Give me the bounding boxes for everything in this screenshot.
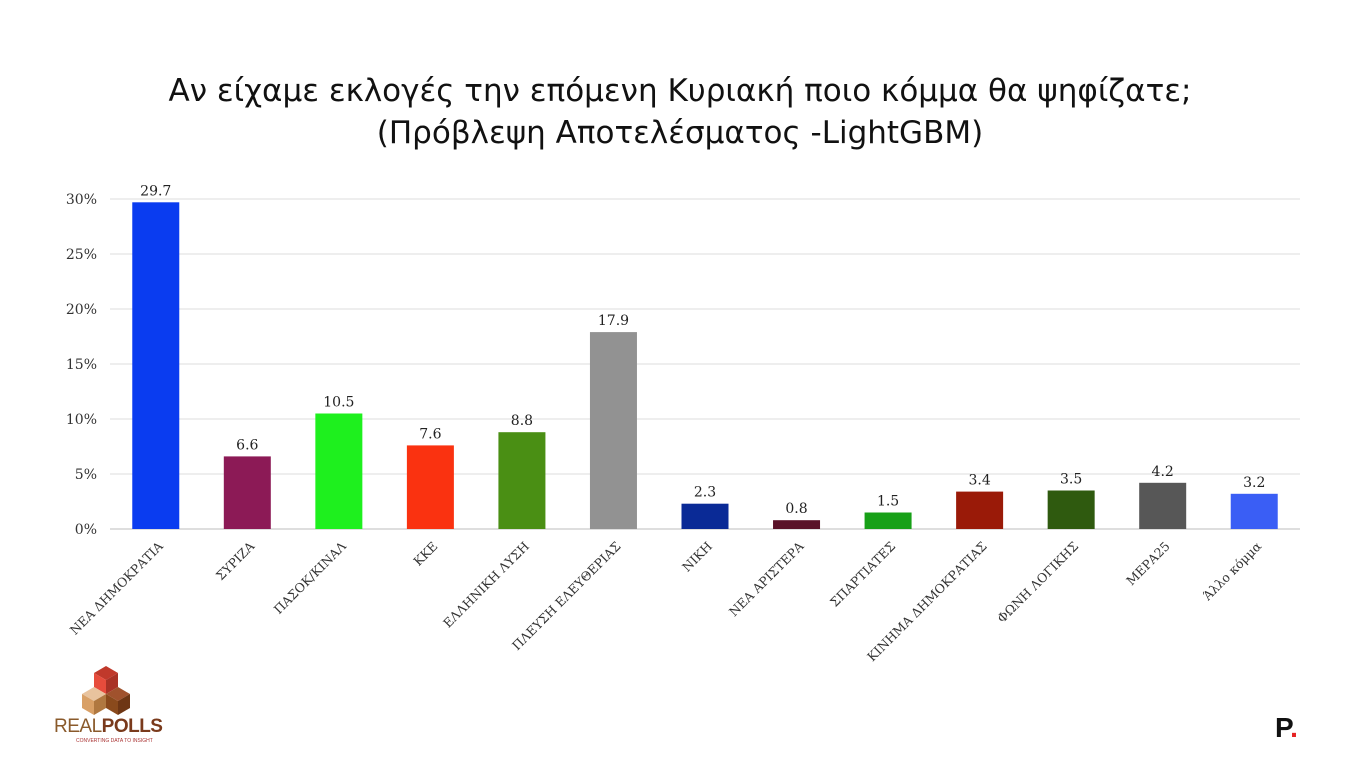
realpolls-logo: REALPOLLS CONVERTING DATA TO INSIGHT [54, 664, 174, 744]
x-tick-label: ΝΙΚΗ [679, 538, 715, 574]
data-label: 8.8 [511, 413, 533, 429]
data-label: 0.8 [785, 501, 807, 517]
data-label: 10.5 [323, 395, 354, 411]
publisher-p-logo: P. [1275, 712, 1298, 743]
bar [773, 520, 821, 529]
data-label: 29.7 [140, 183, 171, 199]
x-tick-label: ΝΕΑ ΑΡΙΣΤΕΡΑ [726, 538, 807, 619]
x-tick-label: ΣΥΡΙΖΑ [213, 538, 258, 583]
chart-subtitle: (Πρόβλεψη Αποτελέσματος -LightGBM) [376, 115, 984, 151]
x-tick-label: ΝΕΑ ΔΗΜΟΚΡΑΤΙΑ [67, 538, 167, 638]
bar [1047, 490, 1095, 529]
bar [132, 202, 180, 530]
data-label: 17.9 [598, 313, 629, 329]
x-tick-label: ΜΕΡΑ25 [1123, 539, 1173, 589]
bar [589, 332, 637, 529]
data-label: 4.2 [1152, 464, 1174, 480]
y-tick-label: 5% [75, 467, 97, 483]
bar [315, 413, 363, 529]
bar [406, 445, 454, 529]
y-tick-label: 30% [66, 192, 97, 208]
x-tick-label: ΣΠΑΡΤΙΑΤΕΣ [827, 539, 898, 610]
data-label: 2.3 [694, 485, 716, 501]
realpolls-tagline: CONVERTING DATA TO INSIGHT [76, 738, 153, 744]
bar [1139, 482, 1187, 529]
y-tick-label: 15% [66, 357, 97, 373]
chart-title-block: Αν είχαμε εκλογές την επόμενη Κυριακή πο… [0, 70, 1360, 154]
y-tick-label: 0% [75, 522, 97, 538]
data-label: 6.6 [236, 437, 258, 453]
bar [1230, 493, 1278, 529]
y-tick-label: 20% [66, 302, 97, 318]
y-tick-label: 10% [66, 412, 97, 428]
data-label: 1.5 [877, 494, 899, 510]
bar [498, 432, 546, 529]
chart-title: Αν είχαμε εκλογές την επόμενη Κυριακή πο… [168, 73, 1192, 109]
bar [956, 491, 1004, 529]
x-tick-label: ΕΛΛΗΝΙΚΗ ΛΥΣΗ [440, 538, 532, 630]
x-tick-label: ΦΩΝΗ ΛΟΓΙΚΗΣ [994, 539, 1081, 626]
realpolls-wordmark: REALPOLLS [54, 716, 163, 737]
x-tick-label: ΠΛΕΥΣΗ ΕΛΕΥΘΕΡΙΑΣ [509, 539, 624, 654]
x-tick-label: Άλλο κόμμα [1199, 538, 1265, 604]
data-label: 3.5 [1060, 472, 1082, 488]
x-tick-label: ΚΚΕ [410, 539, 440, 569]
bar [223, 456, 271, 529]
data-label: 7.6 [419, 426, 441, 442]
y-tick-label: 25% [66, 247, 97, 263]
bar [864, 512, 912, 529]
data-label: 3.4 [968, 473, 990, 489]
bar [681, 503, 729, 529]
x-tick-label: ΠΑΣΟΚ/ΚΙΝΑΛ [271, 538, 350, 617]
realpolls-cube-icon [82, 666, 130, 715]
data-label: 3.2 [1243, 475, 1265, 491]
